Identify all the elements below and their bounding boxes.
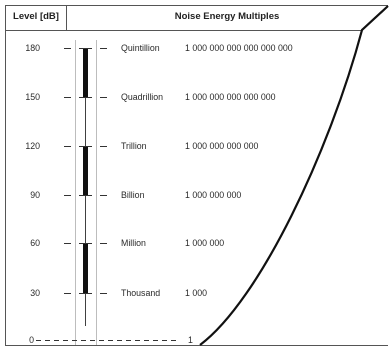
multiple-name-thousand: Thousand [121,288,161,298]
multiple-value-quintillion: 1 000 000 000 000 000 000 [185,43,293,53]
level-label-30: 30 [30,288,40,298]
level-label-60: 60 [30,238,40,248]
multiple-value-quadrillion: 1 000 000 000 000 000 [185,92,276,102]
bar-segment-1 [83,49,88,97]
tick-marks [64,48,107,294]
level-label-150: 150 [25,92,40,102]
multiple-name-trillion: Trillion [121,141,147,151]
level-label-180: 180 [25,43,40,53]
multiple-value-billion: 1 000 000 000 [185,190,242,200]
multiples-column-header: Noise Energy Multiples [174,10,280,22]
bar-segment-2 [83,147,88,195]
level-column-header: Level [dB] [13,10,59,22]
level-label-90: 90 [30,190,40,200]
multiple-name-billion: Billion [121,190,145,200]
level-label-120: 120 [25,141,40,151]
growth-curve [199,5,389,346]
multiple-name-million: Million [121,238,146,248]
bar-segment-3 [83,243,88,293]
curve-mask [200,6,388,345]
multiple-value-million: 1 000 000 [185,238,225,248]
multiple-value-thousand: 1 000 [185,288,208,298]
level-label-0: 0 [29,335,34,345]
multiple-name-quadrillion: Quadrillion [121,92,164,102]
multiple-name-quintillion: Quintillion [121,43,160,53]
multiple-value-trillion: 1 000 000 000 000 [185,141,259,151]
multiple-value-one: 1 [188,335,193,345]
